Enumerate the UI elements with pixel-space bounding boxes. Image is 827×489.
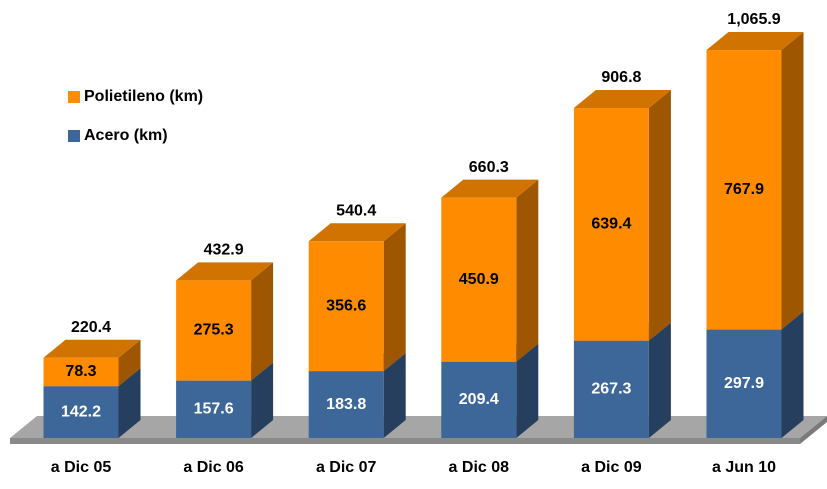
x-tick-label: a Dic 05 bbox=[51, 459, 112, 476]
value-label: 183.8 bbox=[326, 396, 366, 413]
bar bbox=[573, 340, 649, 438]
bar bbox=[176, 280, 252, 381]
legend-swatch bbox=[68, 91, 80, 103]
bar bbox=[308, 241, 384, 372]
bar-side bbox=[516, 179, 539, 362]
bar-top bbox=[441, 179, 539, 198]
value-label: 356.6 bbox=[326, 297, 366, 314]
value-label: 639.4 bbox=[591, 216, 631, 233]
bar bbox=[176, 380, 252, 438]
x-tick-label: a Dic 07 bbox=[316, 459, 377, 476]
value-label: 157.6 bbox=[194, 401, 234, 418]
value-label: 209.4 bbox=[459, 391, 499, 408]
total-label: 906.8 bbox=[601, 69, 641, 86]
bar-top bbox=[308, 223, 406, 242]
bar-side bbox=[251, 362, 274, 438]
x-tick-label: a Jun 10 bbox=[712, 459, 776, 476]
total-label: 432.9 bbox=[204, 242, 244, 259]
bar bbox=[43, 357, 119, 387]
value-label: 267.3 bbox=[591, 381, 631, 398]
bar-side bbox=[383, 223, 406, 372]
bar-top bbox=[176, 262, 274, 281]
bar-side bbox=[383, 353, 406, 438]
bar bbox=[43, 386, 119, 438]
bar-top bbox=[573, 89, 671, 108]
value-label: 450.9 bbox=[459, 271, 499, 288]
value-label: 767.9 bbox=[724, 181, 764, 198]
total-label: 220.4 bbox=[71, 319, 111, 336]
bar bbox=[441, 361, 517, 438]
bar-side bbox=[781, 311, 804, 438]
legend-label: Polietileno (km) bbox=[84, 88, 203, 105]
legend-swatch bbox=[68, 130, 80, 142]
bar-side bbox=[118, 339, 141, 387]
floor-edge bbox=[800, 416, 827, 444]
bar-top bbox=[43, 339, 141, 358]
bar-side bbox=[648, 89, 671, 341]
bar-side bbox=[251, 262, 274, 381]
bar-side bbox=[118, 368, 141, 438]
value-label: 78.3 bbox=[65, 363, 96, 380]
bar-side bbox=[516, 343, 539, 438]
value-label: 297.9 bbox=[724, 375, 764, 392]
total-label: 660.3 bbox=[469, 159, 509, 176]
floor-edge bbox=[10, 438, 800, 444]
x-tick-label: a Dic 06 bbox=[183, 459, 244, 476]
bar bbox=[706, 329, 782, 438]
bar bbox=[308, 371, 384, 438]
total-label: 540.4 bbox=[336, 203, 376, 220]
x-tick-label: a Dic 09 bbox=[581, 459, 642, 476]
total-label: 1,065.9 bbox=[727, 11, 780, 28]
bar-side bbox=[648, 322, 671, 438]
legend-label: Acero (km) bbox=[84, 127, 168, 144]
value-label: 275.3 bbox=[194, 322, 234, 339]
value-label: 142.2 bbox=[61, 403, 101, 420]
bar-top bbox=[706, 32, 804, 51]
bar bbox=[706, 50, 782, 330]
x-tick-label: a Dic 08 bbox=[449, 459, 510, 476]
bar-side bbox=[781, 32, 804, 330]
bar bbox=[573, 107, 649, 341]
bar bbox=[441, 197, 517, 362]
